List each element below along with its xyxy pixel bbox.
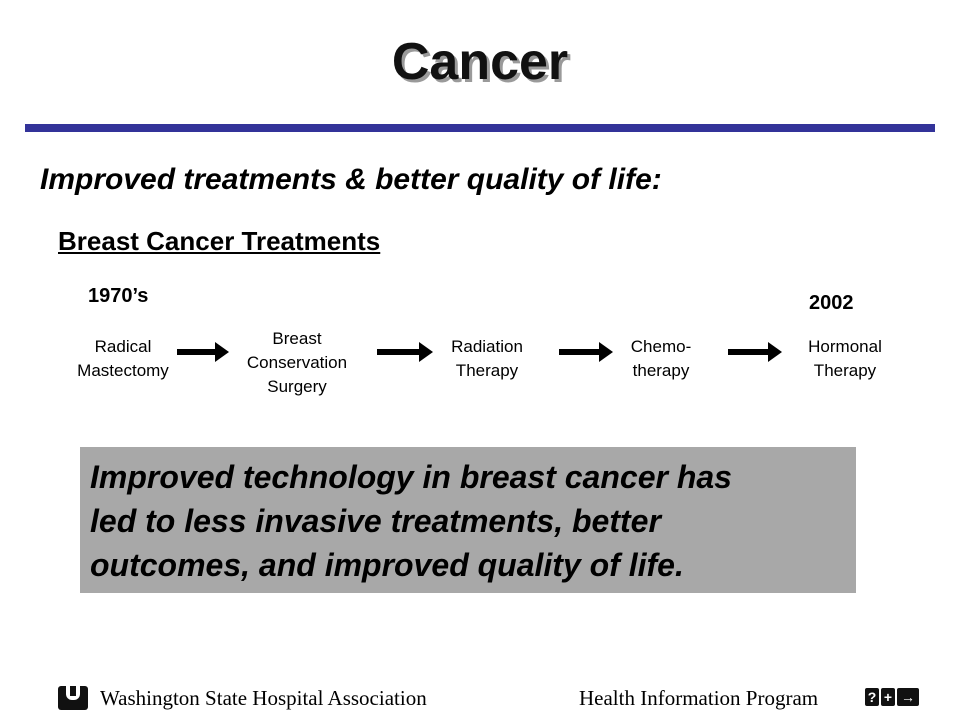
slide-title: Cancer [391, 33, 569, 91]
right-arrow-icon [177, 342, 229, 362]
timeline-step-radical-mastectomy: Radical Mastectomy [77, 335, 169, 383]
timeline-end-label: 2002 [809, 292, 854, 314]
right-arrow-icon [377, 342, 433, 362]
step-line: Chemo- [630, 337, 692, 356]
next-arrow-icon[interactable]: → [897, 688, 919, 706]
plus-icon[interactable]: + [881, 688, 895, 706]
callout-box [80, 447, 856, 593]
step-line: Conservation [246, 353, 348, 372]
footer-organization: Washington State Hospital Association [100, 686, 427, 710]
section-heading: Breast Cancer Treatments [58, 226, 381, 256]
timeline-step-chemotherapy: Chemo- therapy [631, 335, 691, 383]
timeline-step-radiation-therapy: Radiation Therapy [451, 335, 523, 383]
step-line: Therapy [455, 361, 519, 380]
right-arrow-icon [559, 342, 613, 362]
step-line: therapy [632, 361, 690, 380]
step-line: Radiation [451, 337, 523, 356]
timeline-start-label: 1970’s [88, 285, 149, 307]
timeline-step-breast-conservation-surgery: Breast Conservation Surgery [217, 327, 377, 399]
timeline-step-hormonal-therapy: Hormonal Therapy [808, 335, 882, 383]
help-icon[interactable]: ? [865, 688, 879, 706]
step-line: Hormonal [808, 337, 882, 356]
step-line: Mastectomy [77, 361, 169, 380]
step-line: Breast [272, 329, 322, 348]
step-line: Surgery [267, 377, 327, 396]
title-divider [25, 124, 935, 132]
slide-subtitle: Improved treatments & better quality of … [40, 163, 662, 196]
callout-line: led to less invasive treatments, better [90, 503, 661, 539]
step-line: Radical [94, 337, 152, 356]
callout-line: Improved technology in breast cancer has [90, 459, 732, 495]
footer-program: Health Information Program [579, 686, 819, 710]
right-arrow-icon [728, 342, 782, 362]
callout-line: outcomes, and improved quality of life. [90, 547, 684, 583]
callout-text: Improved technology in breast cancer has… [90, 455, 850, 587]
wsha-logo-icon [58, 686, 88, 710]
step-line: Therapy [813, 361, 877, 380]
